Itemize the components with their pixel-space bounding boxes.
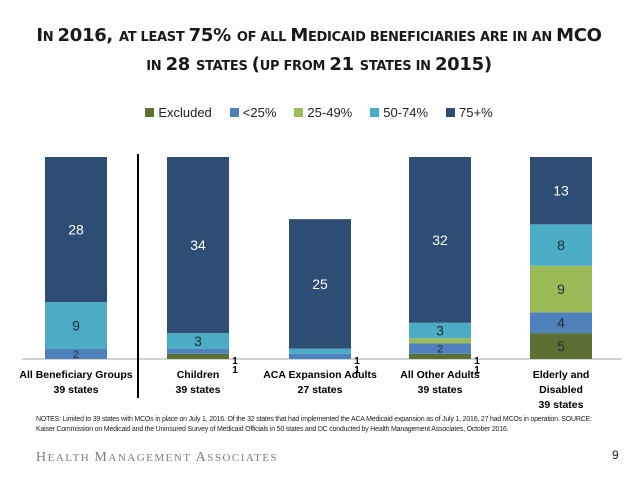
data-label: 9 bbox=[72, 317, 80, 333]
category-label: Elderly and bbox=[533, 369, 590, 381]
data-label: 3 bbox=[194, 333, 202, 349]
data-label: 1 bbox=[474, 356, 480, 367]
bar-segment-50-74- bbox=[530, 224, 592, 266]
bar-segment-75- bbox=[530, 157, 592, 225]
category-label: Disabled bbox=[539, 384, 583, 396]
data-label: 5 bbox=[557, 338, 565, 354]
title-segment: STATES bbox=[195, 59, 252, 74]
title-segment: MCO bbox=[556, 25, 602, 46]
bar-segment--25- bbox=[45, 348, 107, 359]
bar-segment-50-74- bbox=[409, 322, 471, 339]
title-segment: M bbox=[290, 25, 308, 46]
legend-swatch-icon bbox=[145, 108, 155, 117]
title-segment: EDICAID BENEFICIARIES ARE IN AN bbox=[307, 30, 557, 45]
data-label: 3 bbox=[436, 323, 444, 339]
title-segment: OF ALL bbox=[236, 30, 291, 45]
category-label: 39 states bbox=[176, 384, 221, 396]
bar-segment-excluded bbox=[409, 353, 471, 359]
data-label: 1 bbox=[354, 356, 360, 367]
data-label: 13 bbox=[553, 183, 569, 199]
legend-item: 50-74% bbox=[370, 105, 428, 120]
data-label: 2 bbox=[437, 344, 443, 356]
category-label: Children bbox=[177, 369, 220, 381]
bar-segment--25- bbox=[289, 353, 351, 359]
title-segment: 2016, bbox=[57, 25, 119, 46]
title-segment: STATES IN bbox=[359, 59, 435, 74]
title-segment: ( bbox=[251, 54, 260, 75]
legend-item: 75+% bbox=[446, 105, 493, 120]
data-label: 1 bbox=[232, 365, 238, 376]
legend-swatch-icon bbox=[446, 108, 456, 117]
legend-label: 25-49% bbox=[307, 105, 353, 120]
bar-segment-75- bbox=[289, 219, 351, 349]
title-segment: N bbox=[42, 30, 58, 45]
data-label: 2 bbox=[73, 349, 79, 361]
legend-item: Excluded bbox=[145, 105, 212, 120]
legend-label: Excluded bbox=[158, 105, 212, 120]
brand-segment: H bbox=[36, 450, 48, 465]
title-line-2: IN 28 STATES (UP FROM 21 STATES IN 2015) bbox=[0, 51, 638, 80]
legend-label: 50-74% bbox=[383, 105, 429, 120]
title-line-1: IN 2016, AT LEAST 75% OF ALL MEDICAID BE… bbox=[0, 22, 638, 51]
data-label: 25 bbox=[312, 276, 328, 292]
page-number: 9 bbox=[612, 448, 619, 462]
data-label: 1 bbox=[232, 356, 238, 367]
title-segment: 75% bbox=[188, 25, 237, 46]
legend-swatch-icon bbox=[294, 108, 304, 117]
data-label: 28 bbox=[68, 222, 84, 238]
title-segment: UP FROM bbox=[259, 59, 330, 74]
chart-notes: NOTES: Limited to 39 states with MCOs in… bbox=[36, 416, 592, 433]
title-segment: AT LEAST bbox=[118, 30, 189, 45]
brand-segment: EALTH bbox=[47, 452, 95, 464]
bar-segment--25- bbox=[530, 312, 592, 334]
category-label: 27 states bbox=[298, 384, 343, 396]
data-label: 1 bbox=[474, 365, 480, 376]
bar-segment--25- bbox=[167, 348, 229, 354]
data-label: 1 bbox=[354, 365, 360, 376]
data-label: 34 bbox=[190, 237, 206, 253]
footer-brand-logo: HEALTH MANAGEMENT ASSOCIATES bbox=[36, 450, 278, 466]
bar-segment-50-74- bbox=[167, 333, 229, 349]
slide-title: IN 2016, AT LEAST 75% OF ALL MEDICAID BE… bbox=[0, 22, 638, 80]
brand-segment: M bbox=[94, 450, 109, 465]
category-label: 39 states bbox=[54, 384, 99, 396]
category-label: 39 states bbox=[539, 399, 584, 411]
bar-segment-50-74- bbox=[289, 348, 351, 354]
category-label: All Other Adults bbox=[400, 369, 480, 381]
brand-segment: SSOCIATES bbox=[207, 452, 279, 464]
data-label: 9 bbox=[557, 281, 565, 297]
bar-segment-excluded bbox=[167, 353, 229, 359]
title-segment: 21 bbox=[329, 54, 360, 75]
legend-label: <25% bbox=[242, 105, 277, 120]
chart-legend: Excluded <25% 25-49% 50-74% 75+% bbox=[0, 105, 638, 120]
bar-segment-50-74- bbox=[45, 302, 107, 349]
title-segment: I bbox=[36, 25, 43, 46]
bar-segment-excluded bbox=[530, 333, 592, 359]
title-segment: 28 bbox=[165, 54, 196, 75]
category-label: ACA Expansion Adults bbox=[263, 369, 377, 381]
title-segment: 2015) bbox=[434, 54, 492, 75]
title-segment: IN bbox=[146, 59, 166, 74]
data-label: 32 bbox=[432, 232, 448, 248]
bar-segment-25-49- bbox=[530, 265, 592, 313]
legend-label: 75+% bbox=[459, 105, 493, 120]
legend-swatch-icon bbox=[229, 108, 239, 117]
brand-segment: A bbox=[195, 450, 208, 465]
bar-segment-75- bbox=[409, 157, 471, 323]
category-label: 39 states bbox=[418, 384, 463, 396]
legend-item: <25% bbox=[229, 105, 277, 120]
legend-swatch-icon bbox=[370, 108, 380, 117]
data-label: 4 bbox=[557, 315, 565, 331]
bar-segment-25-49- bbox=[409, 338, 471, 344]
data-label: 8 bbox=[557, 237, 565, 253]
category-label: All Beneficiary Groups bbox=[19, 369, 132, 381]
bar-segment-75- bbox=[45, 157, 107, 303]
bar-segment-75- bbox=[167, 157, 229, 334]
brand-segment: ANAGEMENT bbox=[108, 452, 196, 464]
bar-segment--25- bbox=[409, 343, 471, 354]
legend-item: 25-49% bbox=[294, 105, 352, 120]
